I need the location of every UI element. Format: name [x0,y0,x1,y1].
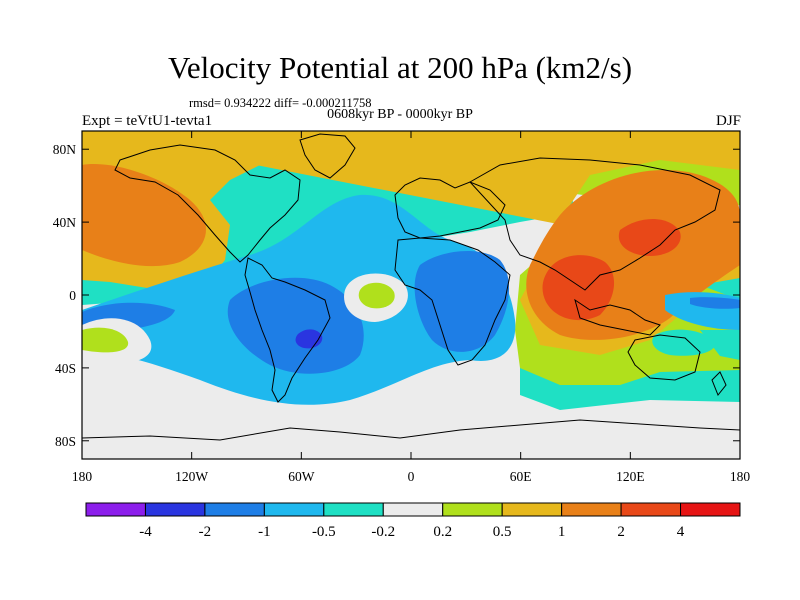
plot-title: Velocity Potential at 200 hPa (km2/s) [167,50,633,85]
colorbar-level-label: 0.5 [493,524,512,540]
lon-tick-label: 120E [616,469,645,484]
contour-band-pos-4 [542,255,615,321]
stats-subtitle: rmsd= 0.934222 diff= -0.000211758 [189,96,372,110]
colorbar-swatch [442,502,503,517]
contour-island-pacific-e-core [690,297,740,309]
lon-tick-label: 60W [288,469,315,484]
colorbar-swatch [382,502,444,517]
coast-indonesia [574,298,661,336]
colorbar-level-label: 2 [617,524,625,540]
lon-tick-label: 120W [175,469,208,484]
coast-new-zealand [711,371,727,396]
contour-field [82,131,740,459]
contour-band-pos-1-north [82,131,740,290]
lat-tick-label: 0 [69,288,76,303]
coast-asia [469,157,721,291]
coast-antarctica [82,419,740,441]
colorbar: -4 -2 -1 -0.5 -0.2 0.2 0.5 1 2 4 [85,502,741,540]
colorbar-level-label: -1 [258,524,271,540]
coast-africa [394,237,511,366]
colorbar-level-label: -0.5 [312,524,336,540]
contour-band-pos-2-west [82,164,207,267]
colorbar-level-label: -2 [199,524,212,540]
lat-tick-label: 80S [55,434,76,449]
colorbar-level-label: 4 [677,524,685,540]
coast-south-america [244,257,331,403]
colorbar-swatch [561,502,622,517]
colorbar-swatch [85,502,146,517]
contour-band-neg-1 [82,250,510,374]
lat-tick-label: 80N [53,142,77,157]
coast-greenland [299,133,356,179]
lat-tick-label: 40N [53,215,77,230]
colorbar-level-label: -0.2 [371,524,395,540]
lon-tick-label: 60E [510,469,532,484]
colorbar-swatch [323,502,384,517]
period-subtitle: 0608kyr BP - 0000kyr BP [327,107,473,122]
colorbar-swatch [620,502,682,517]
lon-tick-label: 0 [408,469,415,484]
colorbar-swatch [204,502,265,517]
coast-north-america [114,144,301,263]
colorbar-swatch [144,502,206,517]
colorbar-level-label: -4 [139,524,152,540]
colorbar-level-label: 0.2 [433,524,452,540]
colorbar-swatch [263,502,325,517]
contour-island-pacific-sw-core [82,327,129,353]
contour-band-pos-4-nw [618,218,681,256]
colorbar-level-label: 1 [558,524,566,540]
coast-europe [394,177,506,239]
lon-tick-label: 180 [72,469,93,484]
contour-island-atlantic-core [358,282,395,309]
coastlines [82,133,740,441]
colorbar-swatch [501,502,563,517]
lon-tick-label: 180 [730,469,751,484]
colorbar-swatch [680,502,741,517]
coast-australia [627,334,701,381]
map-axes: 180 120W 60W 0 60E 120E 180 80N 40N 0 40S 80S [53,131,751,484]
lat-tick-label: 40S [55,361,76,376]
season-label: DJF [715,113,741,129]
experiment-label: Expt = teVtU1-tevta1 [82,113,213,129]
